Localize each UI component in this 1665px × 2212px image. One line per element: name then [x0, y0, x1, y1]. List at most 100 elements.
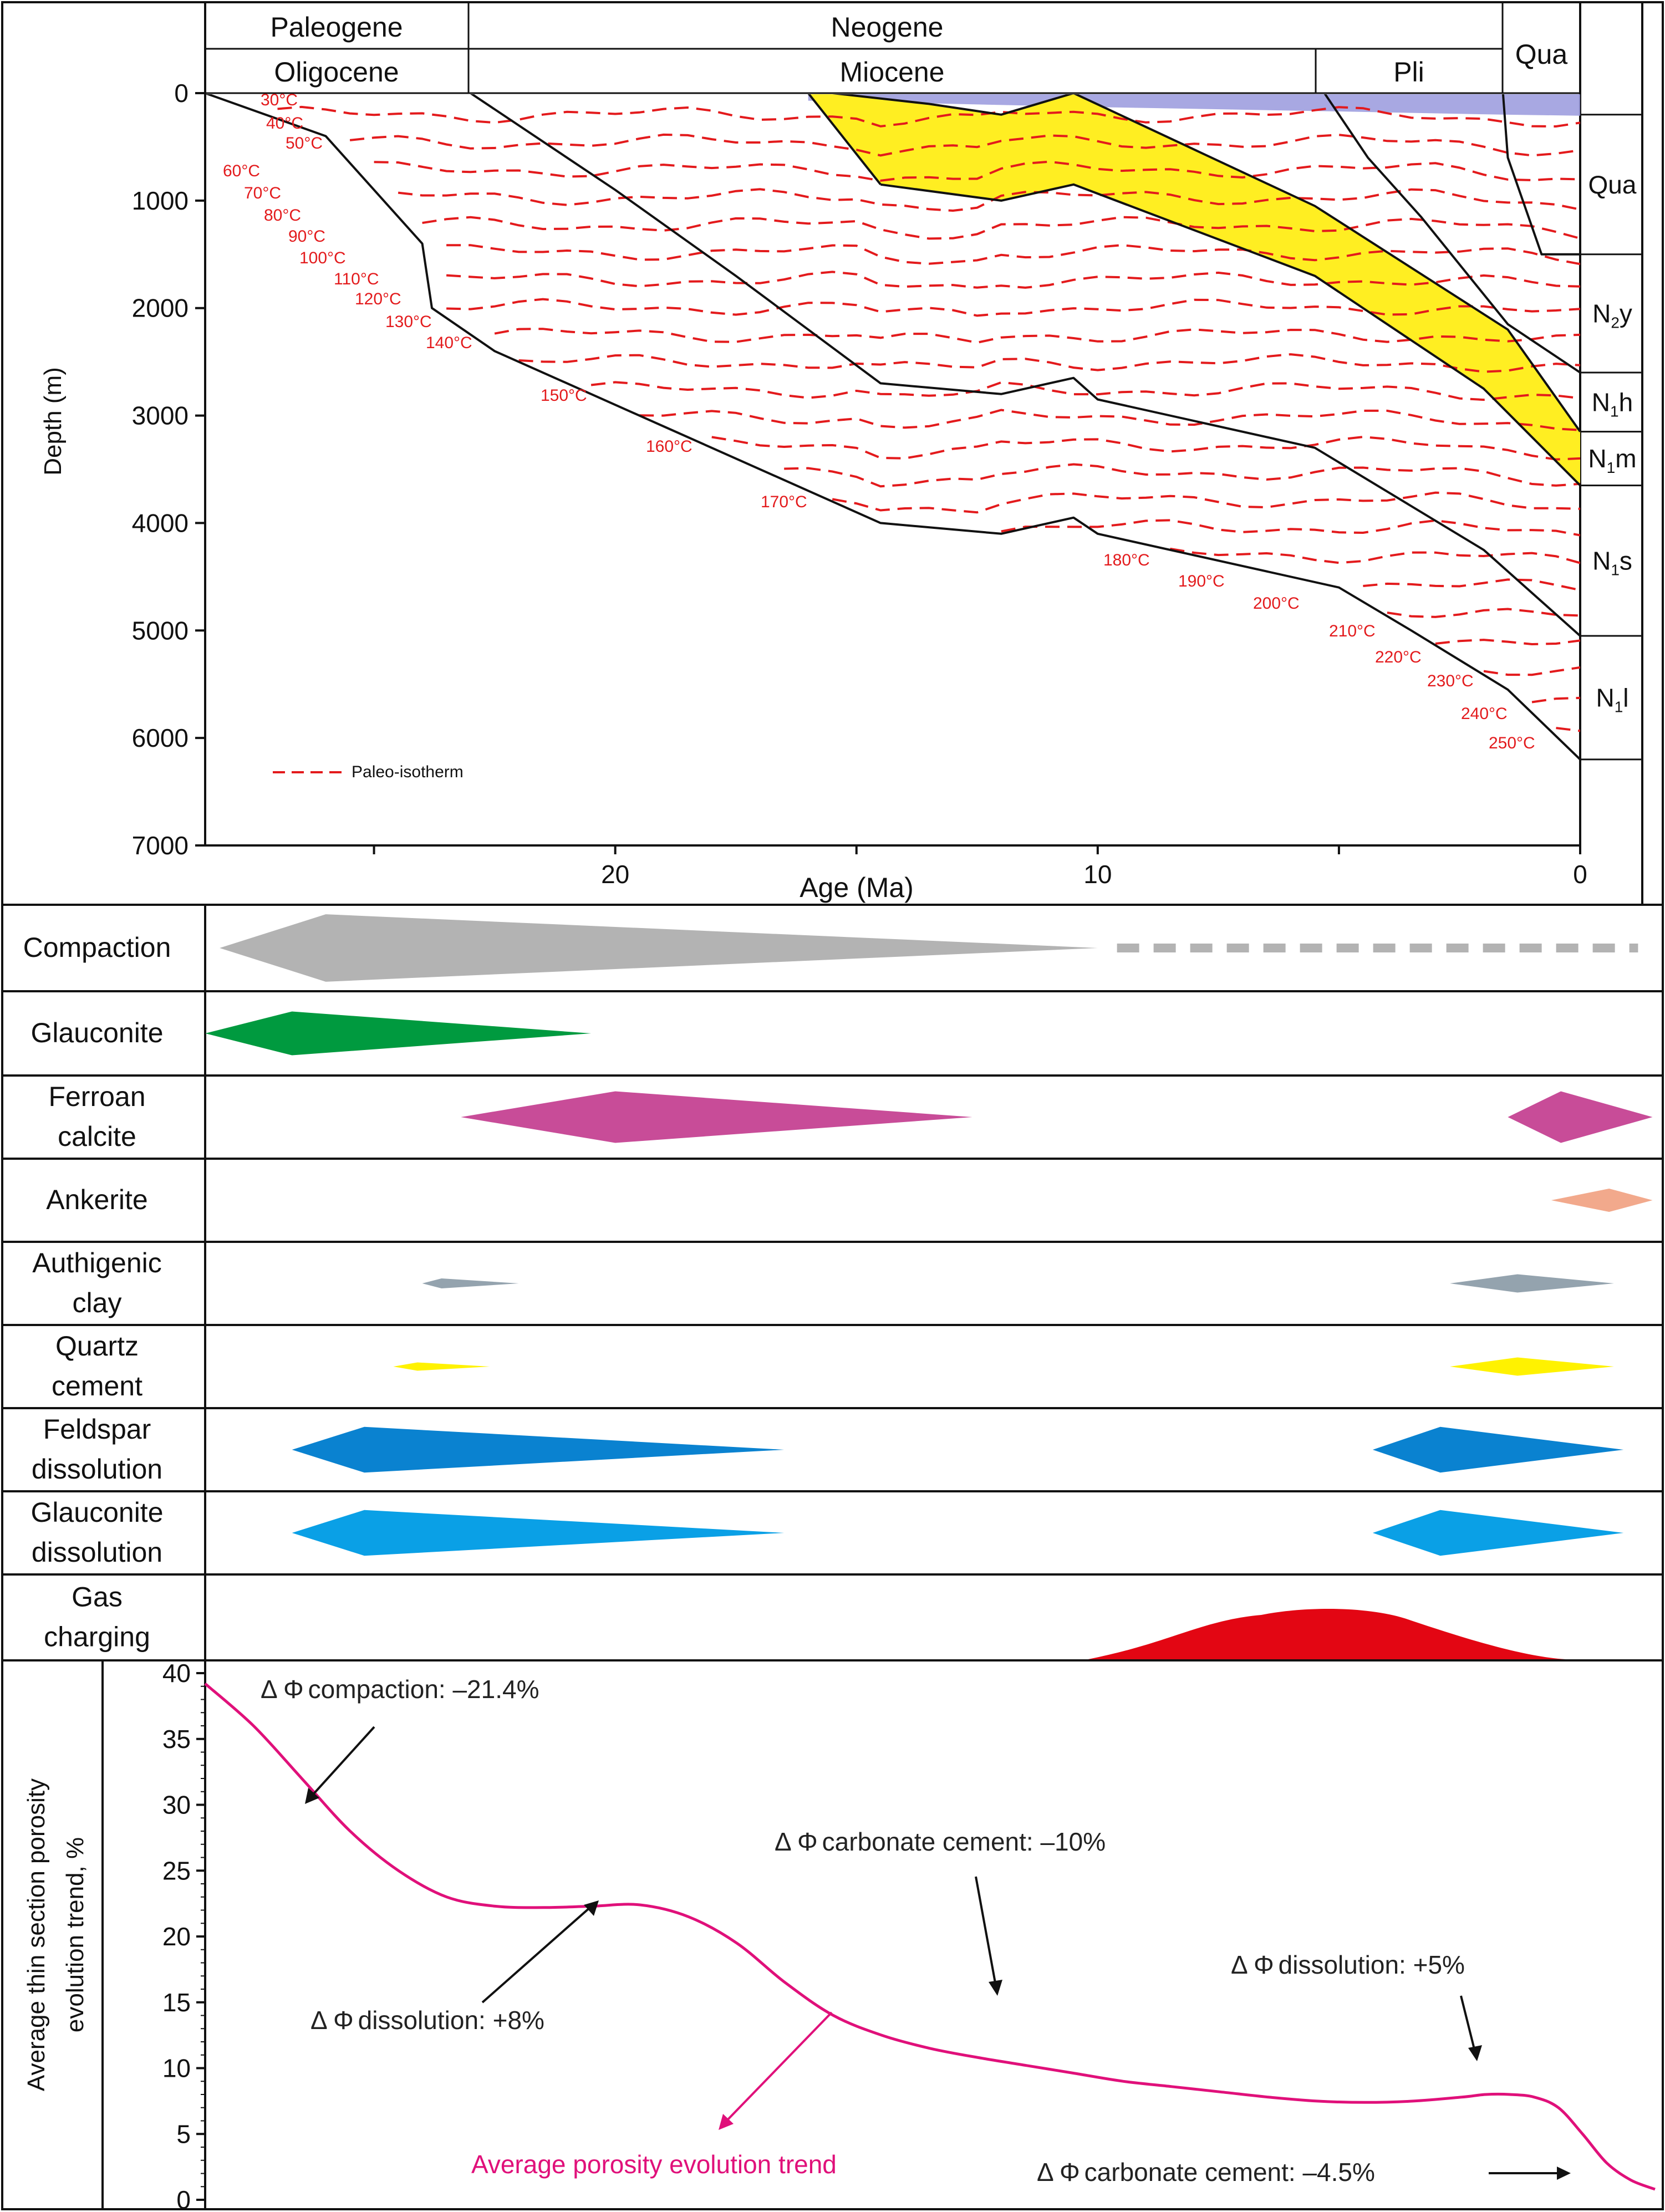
event-shape — [220, 914, 1098, 982]
isotherm-line — [1001, 519, 1580, 537]
depth-axis-label: Depth (m) — [39, 367, 67, 476]
event-shape — [292, 1510, 785, 1556]
event-label: Ankerite — [46, 1184, 147, 1215]
isotherm-line — [446, 244, 1580, 266]
event-label: dissolution — [32, 1537, 162, 1568]
stratigraphic-header: Paleogene Neogene Qua Oligocene Miocene … — [204, 2, 1643, 905]
depth-tick-label: 2000 — [132, 294, 189, 323]
event-label: Authigenic — [32, 1247, 162, 1278]
age-tick-label: 0 — [1573, 860, 1587, 889]
burial-curve-n1m-base — [880, 183, 1580, 487]
isotherm-lines — [277, 105, 1580, 732]
event-shape — [205, 1011, 592, 1056]
event-shape — [1088, 1609, 1566, 1659]
isotherm-line — [494, 328, 1580, 344]
isotherm-line — [1556, 727, 1580, 732]
period-label-qua: Qua — [1515, 39, 1568, 70]
formation-label-qua: Qua — [1588, 170, 1637, 199]
event-shape — [393, 1362, 490, 1371]
event-shape — [1450, 1274, 1614, 1293]
event-label: cement — [52, 1370, 142, 1401]
event-label: Quartz — [55, 1331, 139, 1362]
formation-label-n1h: N1h — [1592, 388, 1633, 420]
isotherm-line — [518, 353, 1580, 373]
isotherm-label: 40°C — [266, 114, 303, 132]
isotherm-line — [349, 133, 1580, 157]
isotherm-line — [639, 409, 1580, 431]
isotherm-line — [1483, 666, 1580, 676]
event-label: Ferroan — [48, 1081, 145, 1112]
porosity-tick-label: 30 — [162, 1791, 191, 1819]
age-axis: 20 10 0 Age (Ma) — [205, 844, 1587, 903]
isotherm-label: 160°C — [646, 437, 693, 456]
isotherm-line — [422, 216, 1580, 240]
depth-tick-label: 1000 — [132, 186, 189, 215]
reservoir-interval — [809, 94, 1580, 486]
depth-tick-label: 0 — [174, 79, 189, 108]
panel-frame — [1, 1, 1664, 906]
event-label: dissolution — [32, 1454, 162, 1485]
porosity-axis-label-line1: Average thin section porosity — [23, 1778, 50, 2091]
porosity-axis-ticks: 0 5 10 15 20 25 30 35 40 — [162, 1659, 205, 2212]
burial-curve-n1h-base — [807, 94, 882, 186]
epoch-label-oligocene: Oligocene — [274, 57, 399, 88]
age-tick-label: 20 — [601, 860, 629, 889]
isotherm-label: 90°C — [288, 227, 325, 246]
legend: Paleo-isotherm — [273, 763, 464, 781]
age-tick-label: 10 — [1083, 860, 1112, 889]
isotherm-line — [374, 160, 1580, 182]
formation-label-n1m: N1m — [1588, 444, 1636, 476]
seawater-layer — [808, 94, 1580, 116]
depth-tick-label: 5000 — [132, 616, 189, 645]
formation-column: Qua N2y N1h N1m N1s N1l — [1580, 114, 1642, 761]
porosity-axis-label-line2: evolution trend, % — [62, 1837, 89, 2032]
isotherm-label: 220°C — [1375, 648, 1422, 666]
depth-tick-label: 3000 — [132, 401, 189, 430]
isotherm-line — [277, 105, 1580, 128]
isotherm-line — [832, 491, 1580, 514]
porosity-tick-label: 25 — [162, 1856, 191, 1885]
epoch-label-pli: Pli — [1393, 57, 1424, 88]
isotherm-line — [711, 436, 1580, 461]
event-shape — [1508, 1091, 1653, 1143]
depth-tick-label: 6000 — [132, 723, 189, 752]
porosity-tick-label: 20 — [162, 1922, 191, 1951]
isotherm-label: 60°C — [223, 162, 260, 180]
burial-curves — [205, 94, 1580, 761]
burial-curve-n1h-top — [832, 94, 1580, 432]
porosity-panel: Average thin section porosity evolution … — [1, 1659, 1664, 2212]
burial-history-panel: Paleogene Neogene Qua Oligocene Miocene … — [1, 1, 1664, 906]
isotherm-label: 190°C — [1178, 572, 1225, 590]
svg-text:Average porosity evolution tre: Average porosity evolution trend — [471, 2150, 837, 2179]
formation-label-n1s: N1s — [1592, 546, 1632, 578]
porosity-tick-label: 15 — [162, 1988, 191, 2017]
event-label: Feldspar — [43, 1414, 151, 1445]
isotherm-label: 150°C — [541, 386, 587, 405]
porosity-tick-label: 40 — [162, 1659, 191, 1688]
porosity-tick-label: 10 — [162, 2054, 191, 2083]
diagenetic-events-panel: Compaction Glauconite Ferroan calcite Ankeri… — [1, 904, 1664, 1661]
event-label: Glauconite — [30, 1497, 163, 1528]
isotherm-label: 80°C — [264, 206, 301, 225]
isotherm-line — [1387, 608, 1580, 618]
age-axis-label: Age (Ma) — [800, 872, 914, 903]
isotherm-label: 210°C — [1329, 622, 1376, 640]
formation-label-n2y: N2y — [1592, 299, 1632, 331]
event-label: clay — [73, 1287, 122, 1318]
isotherm-labels: 30°C 40°C 50°C 60°C 70°C 80°C 90°C 100°C 110°C 12… — [223, 91, 1535, 752]
event-label: charging — [44, 1622, 150, 1653]
isotherm-line — [446, 271, 1580, 289]
isotherm-label: 240°C — [1461, 705, 1508, 723]
isotherm-label: 120°C — [355, 290, 401, 308]
isotherm-label: 180°C — [1103, 551, 1150, 569]
event-label: calcite — [58, 1121, 136, 1152]
burial-curve-qua-base — [1501, 94, 1580, 256]
burial-curve-n1l-base — [205, 94, 1580, 761]
